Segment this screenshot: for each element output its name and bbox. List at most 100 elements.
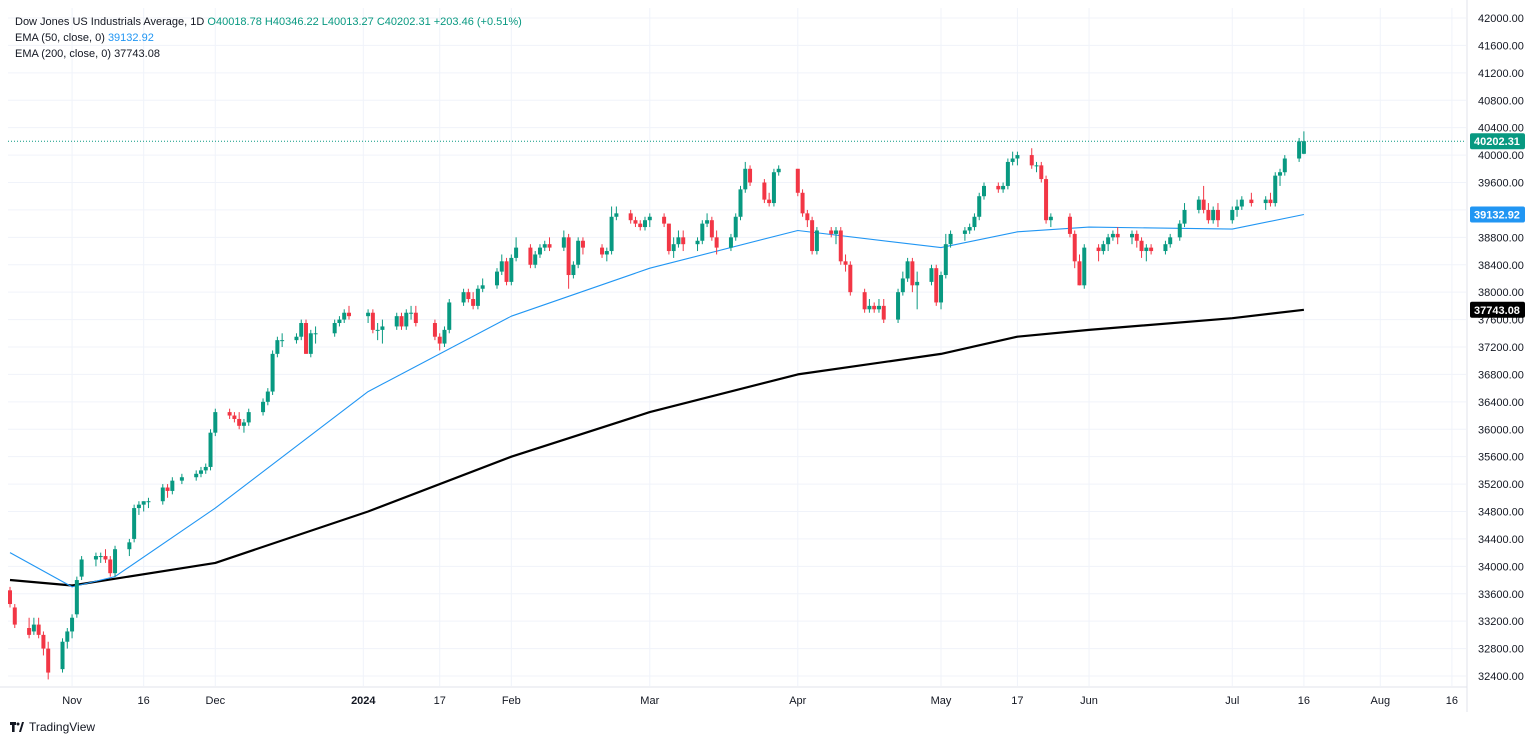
chart-legend: Dow Jones US Industrials Average, 1D O40… — [15, 14, 522, 62]
candle — [800, 189, 805, 217]
candle-body — [475, 288, 480, 306]
candle — [461, 288, 466, 306]
candle-body — [671, 244, 676, 252]
ema50-price-tag-label: 39132.92 — [1474, 210, 1520, 222]
candle-body — [194, 473, 199, 478]
time-tick-label: Nov — [62, 695, 82, 707]
time-tick-label: 16 — [1298, 695, 1310, 707]
candle — [1077, 254, 1082, 286]
candle — [929, 264, 934, 286]
candle — [432, 319, 437, 341]
candle-body — [676, 237, 681, 245]
price-tick-label: 36800.00 — [1478, 369, 1524, 381]
candle — [876, 299, 881, 313]
candle-body — [633, 220, 638, 224]
candle-body — [1235, 206, 1240, 210]
candle — [136, 501, 141, 515]
candle — [504, 257, 509, 286]
candle-body — [929, 268, 934, 282]
candle-body — [1067, 216, 1072, 234]
candle — [375, 323, 380, 341]
candle — [700, 220, 705, 245]
candle-body — [528, 247, 533, 265]
candle — [1301, 131, 1306, 155]
price-tick-label: 39600.00 — [1478, 178, 1524, 190]
candle — [666, 223, 671, 255]
candle-body — [609, 216, 614, 252]
candle — [738, 185, 743, 221]
candle-body — [308, 333, 313, 354]
candle-body — [27, 628, 32, 635]
low-value: L40013.27 — [321, 16, 374, 28]
candle-body — [1048, 216, 1053, 221]
ema200-price-tag-bg — [1470, 301, 1525, 318]
candle-body — [800, 192, 805, 214]
candle-body — [1072, 233, 1077, 262]
candle — [609, 206, 614, 255]
time-tick-label: Jul — [1225, 695, 1239, 707]
candle — [495, 268, 499, 289]
candle-body — [681, 237, 686, 245]
candle-body — [762, 182, 767, 200]
candle — [1106, 233, 1111, 252]
candle — [170, 477, 175, 495]
candle — [1015, 151, 1020, 166]
candle — [566, 233, 571, 289]
candle-body — [294, 336, 299, 341]
candle — [98, 552, 103, 563]
candle-body — [1144, 247, 1149, 252]
candle-body — [394, 316, 399, 327]
candle-body — [103, 556, 108, 560]
candle — [79, 556, 84, 581]
candle-body — [8, 590, 12, 605]
price-tick-label: 35200.00 — [1478, 479, 1524, 491]
price-tick-label: 38400.00 — [1478, 260, 1524, 272]
candle — [265, 388, 270, 406]
time-tick-label: Jun — [1080, 695, 1098, 707]
candle-body — [41, 634, 46, 649]
candle-body — [709, 220, 714, 238]
candle — [499, 254, 504, 276]
candle-body — [70, 617, 75, 632]
candle-body — [900, 278, 905, 293]
candle-body — [795, 168, 800, 193]
candle-body — [380, 326, 385, 330]
candle — [533, 251, 538, 269]
candle-body — [1010, 158, 1015, 162]
candle-body — [910, 261, 915, 286]
candle — [93, 552, 98, 567]
candle — [748, 165, 753, 186]
candle-body — [1297, 141, 1302, 159]
candle-body — [237, 418, 242, 426]
candle-body — [810, 220, 815, 252]
candle — [1249, 192, 1254, 207]
candle — [1010, 151, 1015, 166]
candle — [394, 312, 399, 330]
candle — [275, 336, 280, 358]
candle-body — [60, 641, 65, 670]
tradingview-brand[interactable]: TradingView — [10, 720, 95, 734]
candle-body — [280, 340, 285, 342]
brand-name: TradingView — [29, 720, 96, 734]
candle-body — [93, 556, 98, 560]
candle — [1177, 220, 1182, 241]
candle-body — [404, 312, 409, 327]
candle — [74, 576, 79, 618]
candle — [1134, 230, 1139, 248]
price-tick-label: 34000.00 — [1478, 561, 1524, 573]
ema50-line — [9, 213, 1305, 588]
tradingview-logo-icon — [10, 722, 24, 732]
candle — [380, 319, 385, 344]
candle-body — [79, 559, 84, 577]
candle-body — [738, 189, 743, 217]
candle-body — [509, 257, 514, 282]
candle-body — [705, 220, 710, 224]
candle-body — [136, 504, 141, 509]
candle-body — [1268, 199, 1273, 204]
candle-body — [1239, 199, 1244, 207]
candle-body — [934, 268, 939, 303]
candle-body — [905, 261, 910, 279]
candle-body — [141, 501, 146, 505]
ema50-row: EMA (50, close, 0) 39132.92 — [15, 30, 522, 46]
